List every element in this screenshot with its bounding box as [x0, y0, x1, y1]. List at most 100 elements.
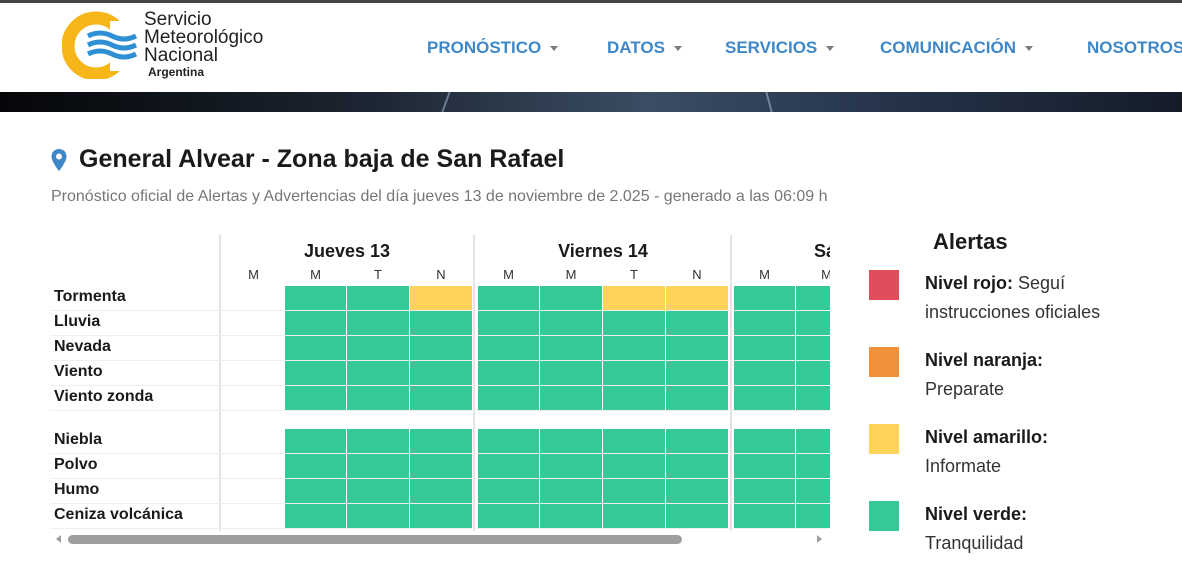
alert-cell-green[interactable]: [410, 336, 472, 360]
alert-cell-green[interactable]: [666, 429, 728, 453]
alert-cell-green[interactable]: [285, 336, 346, 360]
alert-cell-green[interactable]: [540, 286, 602, 310]
alert-cell-green[interactable]: [478, 504, 539, 528]
alert-cell-green[interactable]: [603, 311, 665, 335]
alert-cell-green[interactable]: [285, 361, 346, 385]
alert-cell-green[interactable]: [347, 286, 409, 310]
alert-cell-yellow[interactable]: [603, 286, 665, 310]
alert-cell-green[interactable]: [603, 336, 665, 360]
alert-cell-green[interactable]: [603, 454, 665, 478]
nav-item-comunicacion[interactable]: COMUNICACIÓN: [880, 38, 1033, 58]
alert-cell-green[interactable]: [540, 454, 602, 478]
alert-cell-green[interactable]: [285, 286, 346, 310]
scrollbar-thumb[interactable]: [68, 535, 682, 544]
nav-item-servicios[interactable]: SERVICIOS: [725, 38, 835, 58]
row-divider: [50, 360, 830, 361]
nav-item-nosotros[interactable]: NOSOTROS: [1087, 38, 1182, 58]
alert-cell-green[interactable]: [347, 454, 409, 478]
alert-cell-green[interactable]: [540, 479, 602, 503]
alert-cell-green[interactable]: [666, 361, 728, 385]
alert-cell-green[interactable]: [796, 429, 830, 453]
alert-cell-green[interactable]: [666, 311, 728, 335]
alert-cell-green[interactable]: [603, 479, 665, 503]
alert-cell-green[interactable]: [347, 479, 409, 503]
alert-cell-green[interactable]: [796, 454, 830, 478]
alert-cell-green[interactable]: [734, 336, 795, 360]
alert-cell-green[interactable]: [410, 429, 472, 453]
alert-cell-green[interactable]: [478, 479, 539, 503]
time-slot-label: M: [310, 267, 321, 282]
alert-cell-yellow[interactable]: [666, 286, 728, 310]
alert-cell-green[interactable]: [410, 386, 472, 410]
hazard-label: Ceniza volcánica: [54, 506, 183, 523]
alert-cell-green[interactable]: [734, 454, 795, 478]
alert-cell-green[interactable]: [410, 311, 472, 335]
alert-cell-green[interactable]: [285, 311, 346, 335]
alert-cell-green[interactable]: [285, 386, 346, 410]
alert-cell-green[interactable]: [478, 361, 539, 385]
alert-cell-green[interactable]: [666, 479, 728, 503]
alert-cell-green[interactable]: [285, 504, 346, 528]
alert-cell-green[interactable]: [347, 504, 409, 528]
day-header: Viernes 14: [558, 241, 648, 261]
row-divider: [50, 478, 830, 479]
alert-cell-green[interactable]: [734, 311, 795, 335]
alert-cell-green[interactable]: [540, 386, 602, 410]
alert-cell-green[interactable]: [285, 429, 346, 453]
alert-cell-green[interactable]: [666, 454, 728, 478]
alert-cell-green[interactable]: [285, 479, 346, 503]
smn-logo[interactable]: Servicio Meteorológico Nacional Argentin…: [62, 9, 302, 79]
alert-cell-green[interactable]: [540, 361, 602, 385]
alert-cell-green[interactable]: [347, 429, 409, 453]
alert-cell-green[interactable]: [796, 361, 830, 385]
alert-cell-green[interactable]: [540, 336, 602, 360]
alert-cell-green[interactable]: [734, 479, 795, 503]
alert-cell-green[interactable]: [603, 429, 665, 453]
alert-cell-green[interactable]: [540, 429, 602, 453]
alert-cell-green[interactable]: [734, 361, 795, 385]
alert-cell-green[interactable]: [410, 454, 472, 478]
alert-cell-green[interactable]: [347, 311, 409, 335]
alert-cell-green[interactable]: [603, 504, 665, 528]
alert-cell-green[interactable]: [478, 336, 539, 360]
scroll-left-arrow-icon[interactable]: [56, 535, 61, 543]
alert-cell-green[interactable]: [734, 386, 795, 410]
alert-cell-green[interactable]: [796, 336, 830, 360]
alert-cell-green[interactable]: [603, 361, 665, 385]
hazard-label: Viento: [54, 363, 103, 380]
alert-cell-green[interactable]: [347, 336, 409, 360]
alert-cell-green[interactable]: [666, 336, 728, 360]
nav-item-pronostico[interactable]: PRONÓSTICO: [427, 38, 559, 58]
alert-cell-green[interactable]: [734, 286, 795, 310]
hazard-label: Nevada: [54, 338, 111, 355]
alert-cell-green[interactable]: [540, 504, 602, 528]
forecast-subtitle: Pronóstico oficial de Alertas y Adverten…: [51, 188, 828, 205]
alert-cell-green[interactable]: [347, 386, 409, 410]
alert-cell-green[interactable]: [603, 386, 665, 410]
alert-cell-green[interactable]: [347, 361, 409, 385]
alert-cell-yellow[interactable]: [410, 286, 472, 310]
alert-cell-green[interactable]: [285, 454, 346, 478]
hazard-label: Niebla: [54, 431, 103, 448]
alert-cell-green[interactable]: [478, 286, 539, 310]
alert-cell-green[interactable]: [796, 479, 830, 503]
alert-cell-green[interactable]: [796, 386, 830, 410]
alert-cell-green[interactable]: [478, 386, 539, 410]
scroll-right-arrow-icon[interactable]: [817, 535, 822, 543]
alert-cell-green[interactable]: [796, 311, 830, 335]
alert-cell-green[interactable]: [410, 479, 472, 503]
alert-cell-green[interactable]: [734, 504, 795, 528]
alert-cell-green[interactable]: [666, 386, 728, 410]
alert-cell-green[interactable]: [540, 311, 602, 335]
alert-cell-green[interactable]: [666, 504, 728, 528]
alert-cell-green[interactable]: [796, 286, 830, 310]
alert-cell-green[interactable]: [410, 361, 472, 385]
alert-cell-green[interactable]: [410, 504, 472, 528]
alert-cell-green[interactable]: [734, 429, 795, 453]
alert-cell-green[interactable]: [796, 504, 830, 528]
alert-cell-green[interactable]: [478, 311, 539, 335]
nav-item-datos[interactable]: DATOS: [607, 38, 682, 58]
alert-cell-green[interactable]: [478, 454, 539, 478]
alert-cell-green[interactable]: [478, 429, 539, 453]
alerts-table[interactable]: Jueves 13 Viernes 14 Sábado 15 M M T N M M T N M…: [50, 235, 830, 531]
